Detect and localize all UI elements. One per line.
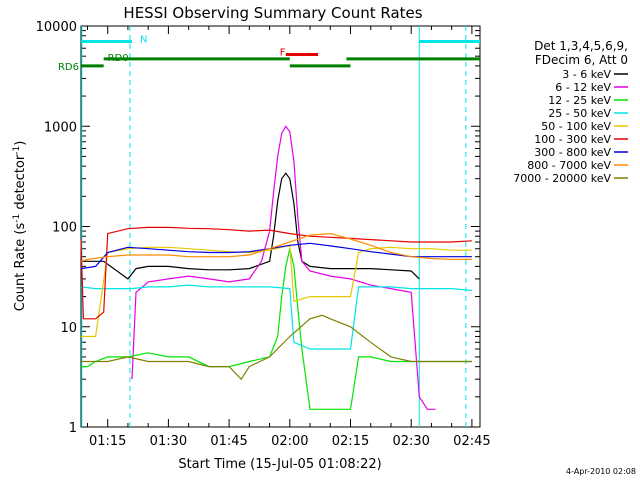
footer-date: 4-Apr-2010 02:08 [566, 467, 636, 476]
day-night-lines [81, 26, 467, 427]
y-tick-label: 1000 [44, 120, 77, 135]
legend-label: 12 - 25 keV [548, 94, 611, 107]
x-tick-label: 02:45 [453, 434, 490, 449]
series-line [81, 172, 420, 280]
legend-label: 300 - 800 keV [534, 146, 611, 159]
y-axis-label-sup2: -1 [12, 146, 22, 155]
axis-ticks [81, 25, 480, 428]
plot-frame [80, 25, 481, 428]
series-line [80, 232, 472, 262]
x-tick-label: 01:30 [150, 434, 187, 449]
series-layer [80, 125, 472, 410]
x-tick-label: 02:00 [271, 434, 308, 449]
series-line [81, 248, 472, 410]
series-line [81, 314, 472, 381]
flag-bars: N F RD0 RD6 [58, 35, 480, 73]
y-tick-labels: 1 10 100 1000 10000 [36, 20, 77, 436]
y-tick-label: 10000 [36, 20, 77, 35]
legend-label: 7000 - 20000 keV [513, 172, 611, 185]
plot-area: N F RD0 RD6 [58, 25, 481, 428]
flag-label: RD6 [58, 62, 79, 73]
y-tick-label: 10 [60, 321, 77, 336]
x-tick-label: 01:15 [89, 434, 126, 449]
y-tick-label: 1 [69, 421, 77, 436]
flag-label: F [280, 47, 286, 58]
series-line [80, 284, 472, 350]
y-tick-label: 100 [52, 221, 77, 236]
x-tick-label: 02:30 [392, 434, 429, 449]
legend-label: 50 - 100 keV [541, 120, 611, 133]
chart-title: HESSI Observing Summary Count Rates [123, 4, 422, 22]
x-tick-label: 01:45 [210, 434, 247, 449]
series-line [80, 226, 472, 320]
legend-label: 800 - 7000 keV [527, 159, 611, 172]
legend-label: 6 - 12 keV [555, 81, 611, 94]
y-axis-label-sup1: -1 [12, 214, 22, 223]
x-tick-labels: 01:15 01:30 01:45 02:00 02:15 02:30 02:45 [89, 434, 491, 449]
legend-label: 3 - 6 keV [562, 68, 611, 81]
y-axis-label-mid: detector [13, 154, 28, 214]
y-axis-label-main: Count Rate (s [13, 223, 28, 312]
x-axis-label: Start Time (15-Jul-05 01:08:22) [178, 457, 381, 472]
legend-label: 100 - 300 keV [534, 133, 611, 146]
y-axis-label: Count Rate (s-1 detector-1) [12, 141, 28, 312]
flag-label: N [140, 35, 147, 46]
flag-label: RD0 [108, 53, 129, 64]
legend: Det 1,3,4,5,6,9, FDecim 6, Att 0 3 - 6 k… [513, 39, 628, 185]
legend-header-line2: FDecim 6, Att 0 [535, 53, 628, 67]
legend-label: 25 - 50 keV [548, 107, 611, 120]
y-axis-label-end: ) [13, 141, 28, 146]
series-line [80, 242, 472, 270]
x-tick-label: 02:15 [332, 434, 369, 449]
legend-header-line1: Det 1,3,4,5,6,9, [534, 39, 628, 53]
